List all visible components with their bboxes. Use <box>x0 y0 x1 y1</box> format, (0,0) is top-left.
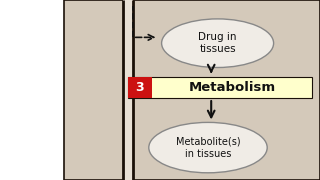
Bar <box>123 0 133 180</box>
Text: 3: 3 <box>136 81 144 94</box>
Text: Metabolism: Metabolism <box>188 81 276 94</box>
Ellipse shape <box>149 122 267 173</box>
Text: Metabolite(s)
in tissues: Metabolite(s) in tissues <box>176 136 240 159</box>
Text: Drug in
tissues: Drug in tissues <box>198 32 237 54</box>
FancyBboxPatch shape <box>128 77 152 98</box>
FancyBboxPatch shape <box>128 77 312 98</box>
Ellipse shape <box>162 19 274 68</box>
Bar <box>64 0 320 180</box>
Bar <box>0 0 64 180</box>
